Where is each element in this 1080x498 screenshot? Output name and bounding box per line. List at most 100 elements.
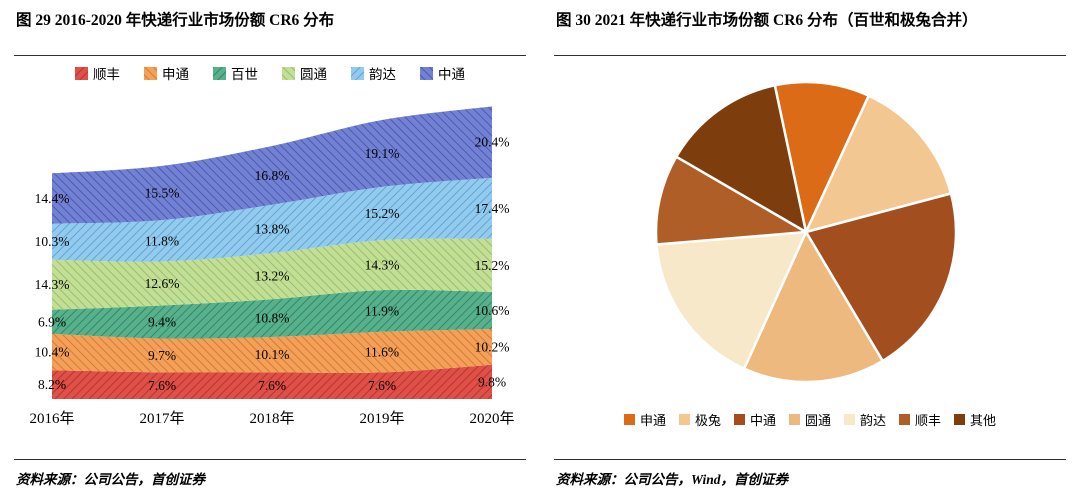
data-label: 13.8% — [255, 221, 290, 236]
legend-label: 中通 — [749, 413, 776, 428]
legend-item-极兔: 极兔 — [678, 410, 721, 429]
legend-swatch-icon — [144, 66, 157, 80]
pie-slice-顺丰 — [654, 155, 808, 246]
legend-swatch-icon — [733, 414, 745, 425]
legend-swatch-icon — [213, 66, 226, 80]
data-label: 11.8% — [145, 233, 179, 248]
legend-item-顺丰: 顺丰 — [899, 410, 941, 429]
data-label: 19.1% — [365, 146, 400, 161]
pie-slice-韵达 — [655, 230, 808, 370]
legend-swatch-icon — [351, 66, 364, 80]
legend-label: 韵达 — [369, 67, 396, 82]
legend-item-申通: 申通 — [623, 410, 666, 429]
legend-label: 顺丰 — [915, 413, 942, 428]
figure-30-caption: 图 30 2021 年快递行业市场份额 CR6 分布（百世和极兔合并） — [554, 0, 1066, 56]
pie-plot — [654, 80, 958, 384]
legend-item-圆通: 圆通 — [788, 410, 831, 429]
data-label: 15.2% — [475, 258, 510, 273]
area-band-百世 — [52, 289, 492, 339]
data-label: 9.4% — [148, 315, 176, 330]
legend-swatch-icon — [954, 414, 966, 425]
stacked-area-plot: 8.2% 7.6% 7.6% 7.6% 9.8% 10.4% 9.7% 10.1% 11.6% 1… — [29, 106, 515, 427]
area-band-中通 — [52, 106, 492, 224]
legend-item-中通: 中通 — [733, 410, 776, 429]
legend-item-其他: 其他 — [954, 410, 996, 429]
data-label: 12.6% — [145, 276, 180, 291]
legend-label: 圆通 — [300, 67, 327, 82]
data-label: 15.5% — [145, 186, 180, 201]
data-label: 9.7% — [148, 348, 176, 363]
x-axis-label: 2018年 — [249, 410, 294, 427]
x-axis-label: 2017年 — [139, 410, 184, 427]
data-label: 10.8% — [255, 311, 290, 326]
legend-item-韵达: 韵达 — [351, 63, 396, 83]
data-label: 16.8% — [255, 168, 290, 183]
legend-swatch-icon — [75, 66, 88, 80]
figure-29-caption: 图 29 2016-2020 年快递行业市场份额 CR6 分布 — [14, 0, 526, 56]
legend-item-中通: 中通 — [420, 63, 465, 83]
pie-chart-legend: 申通 极兔 中通 圆通 韵达 顺丰 其他 — [623, 410, 996, 429]
legend-item-申通: 申通 — [144, 63, 189, 83]
legend-swatch-icon — [844, 414, 855, 425]
legend-label: 顺丰 — [93, 67, 120, 82]
legend-swatch-icon — [788, 414, 800, 425]
data-label: 14.3% — [365, 258, 400, 273]
data-label: 15.2% — [365, 206, 400, 221]
legend-item-顺丰: 顺丰 — [75, 63, 120, 83]
area-band-圆通 — [52, 238, 492, 310]
data-label: 6.9% — [38, 314, 66, 329]
legend-item-韵达: 韵达 — [844, 410, 886, 429]
legend-label: 申通 — [162, 67, 189, 82]
legend-item-圆通: 圆通 — [282, 63, 327, 83]
legend-label: 极兔 — [694, 413, 721, 428]
data-label: 10.3% — [35, 234, 70, 249]
figure-29-source: 资料来源：公司公告，首创证券 — [14, 459, 526, 498]
figure-30-panel: 图 30 2021 年快递行业市场份额 CR6 分布（百世和极兔合并） 申通 极兔… — [540, 0, 1080, 498]
data-label: 14.3% — [35, 277, 70, 292]
legend-swatch-icon — [678, 414, 690, 425]
figure-29-panel: 图 29 2016-2020 年快递行业市场份额 CR6 分布 顺丰 申通 百世 圆通… — [14, 0, 526, 498]
legend-label: 百世 — [231, 67, 258, 82]
area-band-申通 — [52, 329, 492, 373]
pie-chart: 申通 极兔 中通 圆通 韵达 顺丰 其他 — [554, 56, 1066, 459]
pie-slice-圆通 — [742, 230, 884, 384]
figure-30-source: 资料来源：公司公告，Wind，首创证券 — [554, 459, 1066, 498]
pie-slice-中通 — [804, 192, 958, 363]
data-label: 14.4% — [35, 191, 70, 206]
data-label: 7.6% — [258, 378, 286, 393]
legend-swatch-icon — [623, 414, 635, 425]
legend-label: 申通 — [639, 413, 666, 428]
data-label: 8.2% — [38, 377, 66, 392]
data-label: 7.6% — [368, 378, 396, 393]
data-label: 10.2% — [475, 339, 510, 354]
data-label: 7.6% — [148, 378, 176, 393]
area-band-顺丰 — [52, 364, 492, 399]
legend-item-百世: 百世 — [213, 63, 258, 83]
pie-slice-其他 — [675, 84, 808, 234]
pie-slice-极兔 — [804, 94, 953, 234]
x-axis-label: 2019年 — [359, 410, 404, 427]
legend-label: 韵达 — [860, 413, 887, 428]
stacked-area-chart: 顺丰 申通 百世 圆通 韵达 中通 8.2% 7.6% 7.6% 7.6% 9.8% 10.4% 9.… — [14, 56, 526, 459]
x-axis-label: 2020年 — [469, 410, 514, 427]
data-label: 20.4% — [475, 135, 510, 150]
data-label: 11.9% — [365, 303, 399, 318]
legend-label: 其他 — [970, 413, 997, 428]
data-label: 10.6% — [475, 303, 510, 318]
data-label: 10.1% — [255, 347, 290, 362]
data-label: 17.4% — [475, 201, 510, 216]
area-band-韵达 — [52, 177, 492, 262]
data-label: 10.4% — [35, 345, 70, 360]
legend-label: 圆通 — [804, 413, 831, 428]
legend-swatch-icon — [899, 414, 911, 425]
area-chart-legend: 顺丰 申通 百世 圆通 韵达 中通 — [75, 63, 465, 83]
x-axis-label: 2016年 — [29, 410, 74, 427]
legend-swatch-icon — [282, 66, 295, 80]
legend-label: 中通 — [438, 67, 465, 82]
data-label: 11.6% — [365, 345, 399, 360]
data-label: 9.8% — [478, 374, 506, 389]
data-label: 13.2% — [255, 269, 290, 284]
legend-swatch-icon — [420, 66, 433, 80]
